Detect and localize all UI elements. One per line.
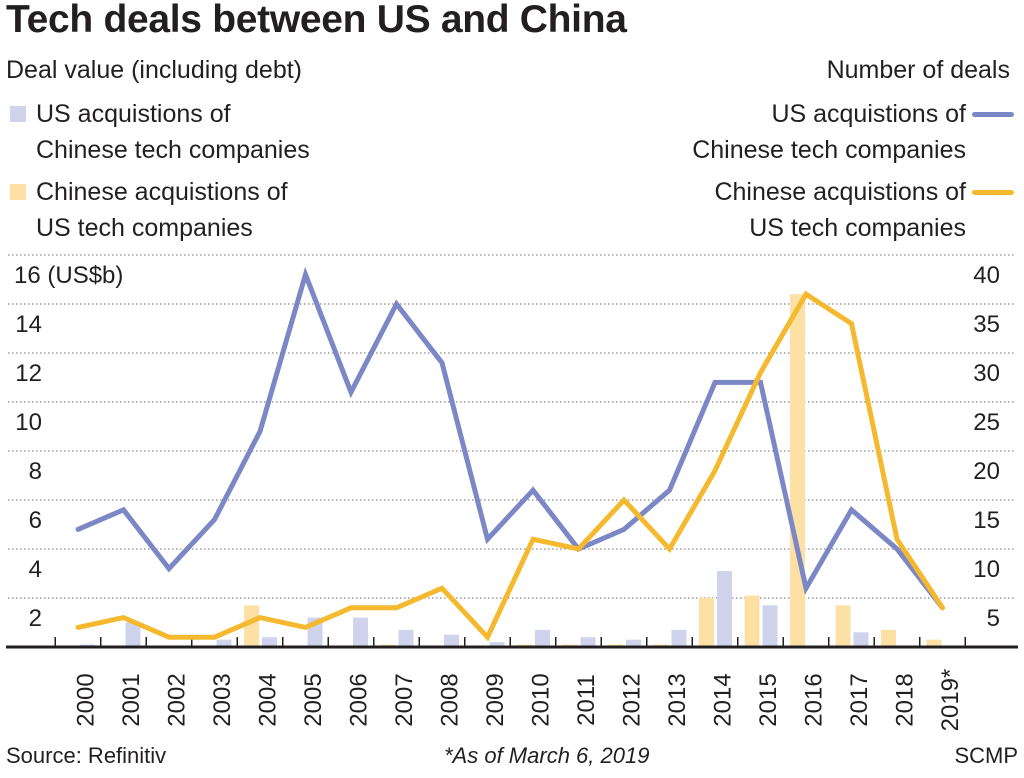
- left-tick-label: 4: [29, 556, 42, 583]
- legend-label-line2: US tech companies: [36, 214, 253, 242]
- right-axis-title: Number of deals: [826, 56, 1010, 84]
- x-tick-label: 2016: [800, 673, 827, 726]
- bar-us-acquisitions: [853, 632, 869, 647]
- right-tick-label: 10: [973, 556, 1000, 583]
- x-tick-label: 2001: [118, 673, 145, 726]
- left-tick-label: 10: [15, 409, 42, 436]
- x-tick-label: 2015: [755, 673, 782, 726]
- right-tick-label: 5: [987, 605, 1000, 632]
- x-tick-label: 2000: [72, 673, 99, 726]
- legend-label-line2: Chinese tech companies: [36, 136, 310, 164]
- left-tick-label: 12: [15, 360, 42, 387]
- bar-us-acquisitions: [717, 571, 732, 647]
- right-tick-label: 30: [973, 360, 1000, 387]
- x-tick-label: 2013: [664, 673, 691, 726]
- legend-item-china-line: Chinese acquistions of US tech companies: [692, 174, 1018, 246]
- legend-label-line1: Chinese acquistions of: [714, 178, 966, 206]
- series-lines: [75, 266, 945, 642]
- legend-item-us-line: US acquistions of Chinese tech companies: [692, 96, 1018, 168]
- source-note: Source: Refinitiv: [6, 743, 167, 768]
- line-china-acquisitions: [75, 290, 945, 642]
- bar-china-acquisitions: [835, 605, 851, 647]
- bar-us-acquisitions: [626, 639, 641, 647]
- x-tick-label: 2017: [846, 673, 873, 726]
- right-tick-label: 20: [973, 458, 1000, 485]
- x-tick-label: 2010: [527, 673, 554, 726]
- bar-us-acquisitions: [535, 629, 550, 647]
- legend-label-line1: Chinese acquistions of: [36, 178, 288, 206]
- x-tick-label: 2007: [391, 673, 418, 726]
- legend-swatch-us-line: [972, 112, 1014, 117]
- left-tick-label: 8: [29, 458, 42, 485]
- legend-label-line1: US acquistions of: [36, 100, 231, 128]
- bar-china-acquisitions: [790, 294, 805, 647]
- bar-us-acquisitions: [353, 617, 368, 647]
- legend-label-line2: US tech companies: [749, 214, 966, 242]
- bar-us-acquisitions: [444, 634, 459, 647]
- bar-us-acquisitions: [671, 629, 687, 647]
- x-tick-label: 2009: [482, 673, 509, 726]
- bar-us-acquisitions: [398, 629, 414, 647]
- left-tick-label: 6: [29, 507, 42, 534]
- bar-us-acquisitions: [262, 637, 277, 647]
- right-tick-label: 40: [973, 262, 1000, 289]
- bar-china-acquisitions: [881, 629, 896, 647]
- legend-swatch-us-bars: [10, 106, 26, 122]
- bar-china-acquisitions: [926, 639, 942, 647]
- x-tick-label: 2006: [345, 673, 372, 726]
- legend-item-china-bars: Chinese acquistions of US tech companies: [6, 174, 310, 246]
- bars: [62, 294, 942, 647]
- x-tick-label: 2019*: [937, 669, 964, 732]
- left-tick-label: 16 (US$b): [14, 262, 123, 289]
- line-legend: US acquistions of Chinese tech companies…: [692, 96, 1018, 252]
- tick-labels: 2 4 6 8 10 12 14 16 (US$b) 5 10 15 20 25 30 35 40 2000 20…: [14, 262, 1000, 731]
- bar-china-acquisitions: [244, 605, 259, 647]
- x-tick-label: 2003: [209, 673, 236, 726]
- left-tick-label: 14: [15, 311, 42, 338]
- date-note: *As of March 6, 2019: [444, 743, 650, 768]
- legend-swatch-china-line: [972, 190, 1014, 195]
- x-tick-label: 2014: [709, 673, 736, 726]
- bar-us-acquisitions: [762, 605, 778, 647]
- x-tick-label: 2011: [573, 674, 600, 726]
- x-tick-label: 2004: [254, 673, 281, 726]
- bar-legend: US acquistions of Chinese tech companies…: [6, 96, 310, 252]
- bar-us-acquisitions: [216, 639, 232, 647]
- bar-us-acquisitions: [125, 622, 141, 647]
- gridlines: [8, 254, 1016, 599]
- right-tick-label: 25: [973, 409, 1000, 436]
- x-tick-label: 2018: [891, 673, 918, 726]
- left-axis-title: Deal value (including debt): [6, 56, 303, 84]
- legend-label-line1: US acquistions of: [771, 100, 966, 128]
- x-tick-label: 2012: [618, 673, 645, 726]
- legend-swatch-china-bars: [10, 184, 26, 200]
- bar-china-acquisitions: [699, 598, 714, 647]
- chart-title: Tech deals between US and China: [6, 0, 627, 41]
- legend-label-line2: Chinese tech companies: [692, 136, 966, 164]
- left-tick-label: 2: [29, 605, 42, 632]
- x-tick-label: 2008: [436, 673, 463, 726]
- legend-item-us-bars: US acquistions of Chinese tech companies: [6, 96, 310, 168]
- right-tick-label: 35: [973, 311, 1000, 338]
- x-axis: [6, 637, 1018, 649]
- bar-us-acquisitions: [580, 637, 596, 647]
- x-tick-label: 2002: [163, 673, 190, 726]
- right-tick-label: 15: [973, 507, 1000, 534]
- bar-us-acquisitions: [489, 642, 505, 647]
- x-tick-label: 2005: [300, 673, 327, 726]
- line-us-acquisitions: [75, 266, 945, 611]
- bar-china-acquisitions: [744, 595, 760, 647]
- credit: SCMP: [954, 743, 1018, 768]
